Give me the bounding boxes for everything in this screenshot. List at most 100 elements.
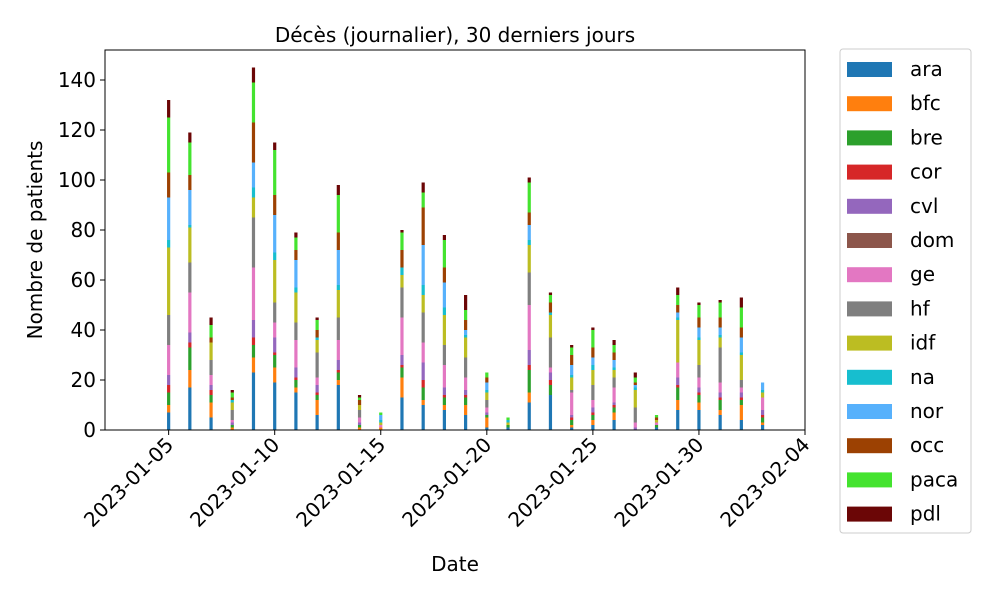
bar-segment-bfc [273, 367, 277, 383]
bar-segment-paca [357, 397, 362, 400]
bar-segment-na [739, 352, 743, 355]
bar-segment-paca [379, 412, 383, 415]
bar-segment-cvl [718, 392, 722, 398]
bar-segment-na [251, 187, 256, 198]
bar-segment-na [697, 337, 701, 340]
bar-segment-ge [400, 317, 404, 355]
bar-segment-paca [273, 150, 277, 195]
bar-segment-paca [676, 295, 680, 305]
bar-segment-ge [654, 422, 659, 425]
legend-label-ge: ge [910, 262, 935, 286]
bar-segment-idf [421, 295, 425, 313]
bar-segment-bre [188, 347, 192, 370]
y-tick-label: 60 [71, 268, 96, 292]
bar-segment-pdl [188, 132, 192, 143]
bar-segment-cor [718, 397, 722, 400]
bar-segment-bfc [230, 427, 234, 430]
bar-segment-idf [336, 290, 340, 318]
bar-segment-cor [760, 415, 765, 418]
legend-swatch-bre [847, 130, 892, 146]
bar-segment-bfc [294, 387, 298, 393]
x-tick-label: 2023-01-10 [185, 433, 284, 532]
legend-label-pdl: pdl [910, 502, 941, 526]
legend: ara bfc bre cor cvl dom ge hf idf na nor occ paca pdl [839, 48, 972, 534]
bar-segment-ge [612, 387, 616, 403]
bar-segment-ge [442, 365, 446, 388]
bar-segment-cvl [357, 422, 362, 425]
bar-segment-ge [485, 407, 489, 413]
bar-segment-hf [421, 312, 425, 343]
bar-segment-bre [718, 400, 722, 410]
bar-segment-ara [400, 397, 404, 430]
bar-segment-idf [464, 337, 468, 358]
y-tick-label: 100 [58, 168, 96, 192]
bar-segment-pdl [442, 235, 446, 240]
bar-segment-cvl [591, 407, 595, 413]
legend-label-bre: bre [910, 125, 943, 149]
bar-segment-paca [612, 345, 616, 353]
bar-segment-bfc [379, 427, 383, 430]
bar-segment-occ [357, 400, 362, 405]
bar-segment-cvl [400, 355, 404, 365]
bar-segment-hf [570, 390, 574, 393]
bar-segment-idf [612, 370, 616, 378]
bar-segment-occ [251, 122, 256, 163]
bar-segment-ara [485, 427, 489, 430]
bar-segment-ge [591, 400, 595, 408]
bar-segment-na [506, 420, 510, 423]
bar-segment-cvl [251, 320, 256, 338]
bar-segment-idf [188, 227, 192, 263]
legend-swatch-bfc [847, 96, 892, 112]
bar-segment-hf [230, 410, 234, 420]
bar-segment-paca [548, 295, 553, 303]
bar-segment-nor [718, 327, 722, 335]
bar-segment-ara [506, 427, 510, 430]
bar-segment-occ [464, 320, 468, 330]
bar-segment-paca [315, 320, 319, 330]
bar-segment-cor [315, 392, 319, 395]
bar-segment-pdl [570, 345, 574, 348]
bar-segment-nor [336, 250, 340, 285]
bar-segment-cvl [188, 332, 192, 343]
bar-segment-nor [697, 327, 701, 338]
legend-swatch-pdl [847, 506, 892, 522]
bar-segment-cvl [209, 385, 213, 390]
bar-segment-occ [273, 195, 277, 215]
legend-label-idf: idf [910, 331, 936, 355]
bar-segment-na [400, 267, 404, 275]
bar-segment-cvl [464, 390, 468, 395]
bar-segment-hf [485, 400, 489, 408]
bar-segment-bre [612, 407, 616, 413]
bar-segment-bre [273, 355, 277, 368]
bar-segment-pdl [421, 182, 425, 193]
bar-segment-nor [442, 282, 446, 308]
bar-segment-paca [485, 372, 489, 378]
bar-segment-na [718, 335, 722, 338]
bar-segment-bfc [167, 405, 171, 413]
bar-segment-cor [442, 395, 446, 398]
bar-segment-na [485, 390, 489, 393]
bar-segment-pdl [676, 287, 680, 295]
bar-segment-bre [739, 400, 743, 405]
bar-segment-pdl [464, 295, 468, 310]
bar-segment-paca [464, 310, 468, 320]
bar-segment-bre [548, 385, 553, 395]
bar-segment-bfc [357, 427, 362, 430]
bar-segment-pdl [400, 230, 404, 233]
bar-segment-nor [167, 197, 171, 240]
legend-label-dom: dom [910, 228, 954, 252]
y-tick-label: 80 [71, 218, 96, 242]
bar-segment-cvl [273, 337, 277, 353]
bar-segment-idf [167, 247, 171, 315]
bar-segment-cor [739, 397, 743, 400]
bar-segment-occ [230, 397, 234, 400]
bar-segment-ara [760, 425, 765, 430]
bar-segment-idf [697, 340, 701, 365]
bar-segment-hf [336, 317, 340, 340]
bar-segment-idf [294, 292, 298, 323]
bar-segment-bfc [209, 402, 213, 418]
bar-segment-hf [315, 352, 319, 378]
bar-segment-ge [273, 322, 277, 338]
bar-segment-cvl [294, 367, 298, 378]
bar-segment-bre [315, 395, 319, 400]
